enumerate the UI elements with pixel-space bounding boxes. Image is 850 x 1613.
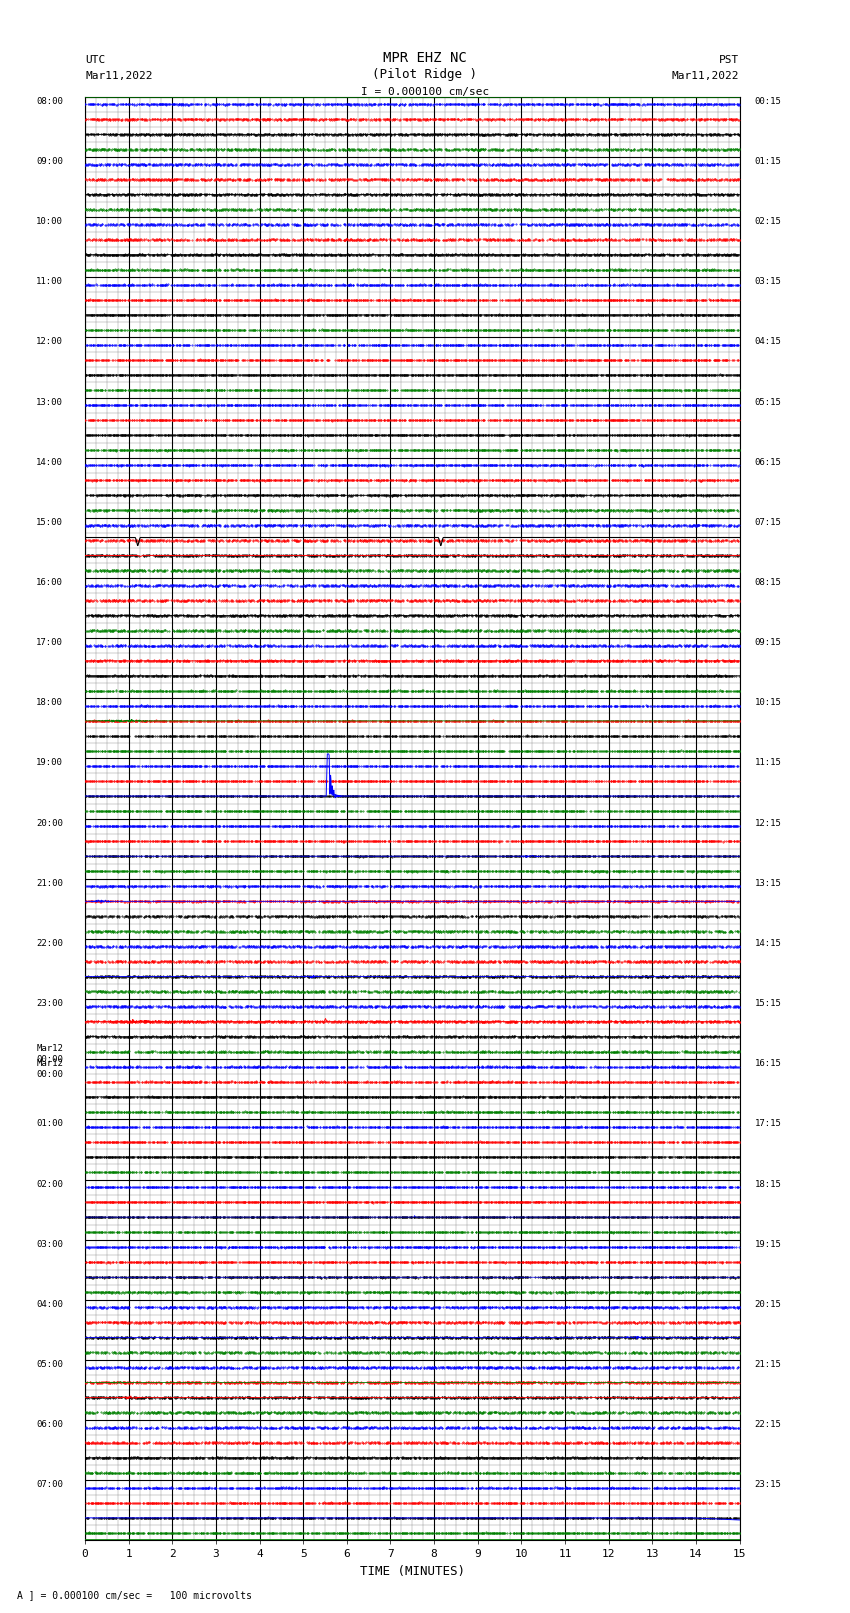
Text: 06:00: 06:00 <box>37 1419 63 1429</box>
Text: 16:15: 16:15 <box>755 1060 782 1068</box>
Text: 00:15: 00:15 <box>755 97 782 106</box>
Text: 21:00: 21:00 <box>37 879 63 887</box>
Text: 07:00: 07:00 <box>37 1481 63 1489</box>
Text: Mar12
00:00: Mar12 00:00 <box>37 1060 63 1079</box>
Text: 06:15: 06:15 <box>755 458 782 466</box>
Text: Mar11,2022: Mar11,2022 <box>85 71 152 81</box>
Text: 04:00: 04:00 <box>37 1300 63 1308</box>
X-axis label: TIME (MINUTES): TIME (MINUTES) <box>360 1565 465 1578</box>
Text: UTC: UTC <box>85 55 105 65</box>
Text: A ] = 0.000100 cm/sec =   100 microvolts: A ] = 0.000100 cm/sec = 100 microvolts <box>17 1590 252 1600</box>
Text: 17:15: 17:15 <box>755 1119 782 1129</box>
Text: Mar11,2022: Mar11,2022 <box>672 71 740 81</box>
Text: 15:00: 15:00 <box>37 518 63 527</box>
Text: I = 0.000100 cm/sec: I = 0.000100 cm/sec <box>361 87 489 97</box>
Text: 09:00: 09:00 <box>37 156 63 166</box>
Text: 01:15: 01:15 <box>755 156 782 166</box>
Text: (Pilot Ridge ): (Pilot Ridge ) <box>372 68 478 81</box>
Text: 09:15: 09:15 <box>755 639 782 647</box>
Text: 04:15: 04:15 <box>755 337 782 347</box>
Text: 10:15: 10:15 <box>755 698 782 706</box>
Text: 20:15: 20:15 <box>755 1300 782 1308</box>
Text: 14:15: 14:15 <box>755 939 782 948</box>
Text: 22:00: 22:00 <box>37 939 63 948</box>
Text: 16:00: 16:00 <box>37 577 63 587</box>
Text: 23:00: 23:00 <box>37 998 63 1008</box>
Text: 05:15: 05:15 <box>755 397 782 406</box>
Text: 11:15: 11:15 <box>755 758 782 768</box>
Text: 08:15: 08:15 <box>755 577 782 587</box>
Text: 13:15: 13:15 <box>755 879 782 887</box>
Text: 03:00: 03:00 <box>37 1240 63 1248</box>
Text: 01:00: 01:00 <box>37 1119 63 1129</box>
Text: 22:15: 22:15 <box>755 1419 782 1429</box>
Text: MPR EHZ NC: MPR EHZ NC <box>383 50 467 65</box>
Text: 11:00: 11:00 <box>37 277 63 286</box>
Text: 03:15: 03:15 <box>755 277 782 286</box>
Text: 05:00: 05:00 <box>37 1360 63 1369</box>
Text: 23:15: 23:15 <box>755 1481 782 1489</box>
Text: 08:00: 08:00 <box>37 97 63 106</box>
Text: Mar12
00:00: Mar12 00:00 <box>37 1044 63 1063</box>
Text: 14:00: 14:00 <box>37 458 63 466</box>
Text: 13:00: 13:00 <box>37 397 63 406</box>
Text: 02:15: 02:15 <box>755 218 782 226</box>
Text: 18:00: 18:00 <box>37 698 63 706</box>
Text: 12:15: 12:15 <box>755 819 782 827</box>
Text: PST: PST <box>719 55 740 65</box>
Text: 10:00: 10:00 <box>37 218 63 226</box>
Text: 02:00: 02:00 <box>37 1179 63 1189</box>
Text: 17:00: 17:00 <box>37 639 63 647</box>
Text: 21:15: 21:15 <box>755 1360 782 1369</box>
Text: 20:00: 20:00 <box>37 819 63 827</box>
Text: 07:15: 07:15 <box>755 518 782 527</box>
Text: 18:15: 18:15 <box>755 1179 782 1189</box>
Text: 19:15: 19:15 <box>755 1240 782 1248</box>
Text: 12:00: 12:00 <box>37 337 63 347</box>
Text: 19:00: 19:00 <box>37 758 63 768</box>
Text: 15:15: 15:15 <box>755 998 782 1008</box>
